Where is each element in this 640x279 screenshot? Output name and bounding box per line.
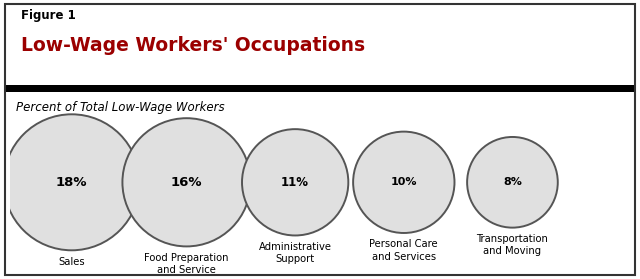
Ellipse shape	[4, 114, 140, 250]
Ellipse shape	[122, 118, 251, 246]
Text: 16%: 16%	[171, 176, 202, 189]
Text: 18%: 18%	[56, 176, 88, 189]
Text: Percent of Total Low-Wage Workers: Percent of Total Low-Wage Workers	[16, 101, 225, 114]
Ellipse shape	[467, 137, 558, 228]
Text: Administrative
Support: Administrative Support	[259, 242, 332, 264]
Ellipse shape	[242, 129, 348, 235]
Text: Food Preparation
and Service: Food Preparation and Service	[144, 253, 228, 275]
Text: Personal Care
and Services: Personal Care and Services	[369, 239, 438, 262]
Text: 8%: 8%	[503, 177, 522, 187]
Text: 10%: 10%	[390, 177, 417, 187]
Text: Figure 1: Figure 1	[20, 9, 76, 22]
Ellipse shape	[353, 132, 454, 233]
Text: Transportation
and Moving: Transportation and Moving	[477, 234, 548, 256]
Text: Sales: Sales	[58, 256, 85, 266]
Text: Low-Wage Workers' Occupations: Low-Wage Workers' Occupations	[20, 36, 365, 55]
Text: 11%: 11%	[281, 176, 309, 189]
